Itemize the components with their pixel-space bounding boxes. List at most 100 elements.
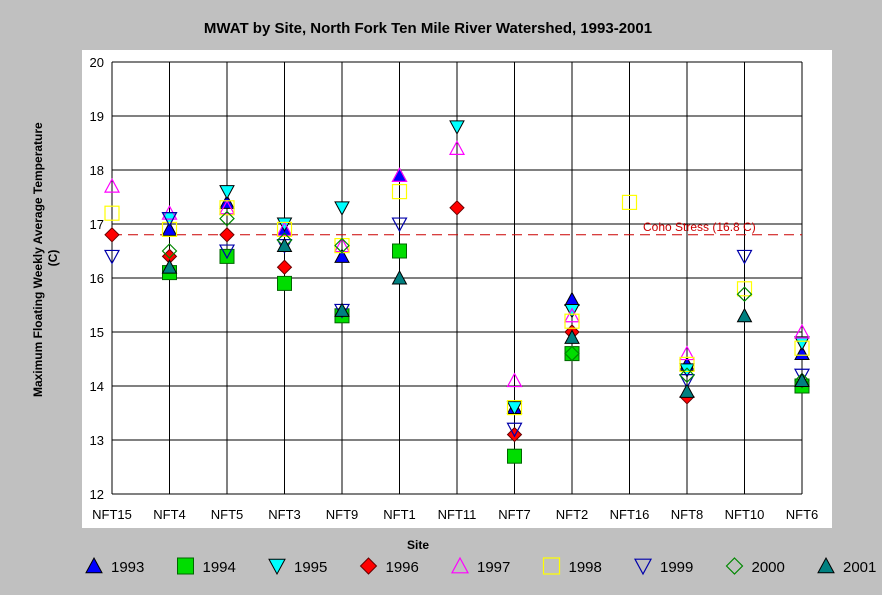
data-point [736,249,753,265]
legend-label: 1995 [294,559,327,576]
x-axis-label: Site [407,538,429,552]
data-point [794,340,810,356]
x-tick-label: NFT15 [92,507,132,522]
data-point [621,194,638,210]
data-point [678,374,696,389]
data-point [219,200,235,216]
x-tick-label: NFT16 [610,507,650,522]
data-point [793,323,811,339]
legend-item-1995: 1995 [268,558,327,576]
legend-marker [725,557,744,575]
data-point [449,200,465,216]
x-tick-label: NFT4 [153,507,186,522]
legend-marker [817,556,835,574]
data-point [334,237,350,254]
data-point [564,313,580,329]
legend-marker [633,558,653,576]
data-point [276,221,293,237]
data-point [507,448,522,464]
y-tick-label: 20 [90,55,104,70]
legend-item-1997: 1997 [450,556,510,576]
data-point [161,221,178,237]
legend-marker [85,556,103,574]
data-point [794,345,810,361]
data-point [793,368,811,384]
legend: 1993 1994 1995 1996 1997 1998 1999 2000 2001 [85,556,876,576]
series-2001 [161,237,810,398]
x-tick-label: NFT5 [211,507,244,522]
series-2000 [161,210,810,389]
x-tick-label: NFT9 [326,507,359,522]
series-1995 [161,120,810,416]
data-point [392,243,407,259]
y-tick-label: 12 [90,487,104,502]
legend-item-2000: 2000 [725,557,785,576]
x-tick-label: NFT8 [671,507,704,522]
data-point [334,248,350,263]
data-point [736,281,753,297]
data-point [391,269,408,285]
x-tick-label: NFT6 [786,507,819,522]
data-point [333,237,351,253]
data-point [104,227,120,243]
data-point [506,426,523,443]
x-tick-label: NFT2 [556,507,589,522]
data-point [506,372,523,388]
data-point [736,286,753,303]
legend-marker [359,557,378,575]
x-tick-label: NFT1 [383,507,416,522]
data-point [391,184,408,200]
legend-label: 1993 [111,559,144,576]
data-marks [103,120,811,464]
data-point [161,243,178,259]
series-1998 [104,184,810,416]
data-point [161,212,178,227]
data-point [679,367,695,384]
data-point [679,356,695,372]
data-point [219,210,235,227]
data-point [564,346,580,362]
legend-label: 1999 [660,559,693,576]
data-point [391,217,408,233]
legend-item-1999: 1999 [633,558,693,576]
data-point [218,244,236,260]
data-point [219,248,235,264]
legend-label: 1994 [203,559,236,576]
legend-marker [177,557,194,575]
y-tick-label: 19 [90,109,104,124]
legend-item-1993: 1993 [85,556,144,576]
data-point [679,363,695,378]
y-tick-label: 16 [90,271,104,286]
data-point [564,303,580,319]
x-tick-label: NFT7 [498,507,531,522]
data-point [104,205,120,221]
data-point [794,372,810,389]
data-point [161,259,178,274]
x-tick-label: NFT10 [725,507,765,522]
data-point [506,400,523,416]
data-point [794,336,810,351]
y-tick-label: 18 [90,163,104,178]
data-point [448,140,466,155]
legend-label: 1998 [569,559,602,576]
legend-marker [450,556,470,574]
data-point [506,422,523,438]
data-point [103,249,121,265]
y-axis-label: Maximum Floating Weekly Average Temperat… [31,119,60,397]
data-point [334,302,350,317]
y-tick-label: 14 [90,379,104,394]
data-point [564,345,580,362]
legend-label: 2001 [843,559,876,576]
data-point [506,401,523,416]
data-point [679,383,695,398]
data-point [276,221,293,236]
data-point [161,221,178,236]
data-point [276,217,293,233]
data-point [794,372,810,388]
legend-label: 1997 [477,559,510,576]
axes: 12 13 14 15 16 17 18 19 20 NFT15 NFT4 NFT5 NFT3 NFT9 N… [90,55,819,522]
legend-item-1996: 1996 [359,557,419,576]
chart-title: MWAT by Site, North Fork Ten Mile River … [204,20,652,37]
legend-item-1994: 1994 [177,557,236,576]
